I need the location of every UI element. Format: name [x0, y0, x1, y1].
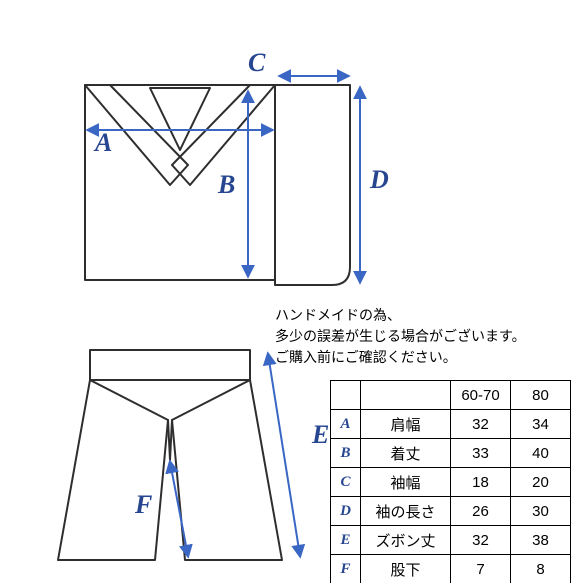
table-header: 80: [511, 381, 571, 410]
dim-label-b: B: [218, 170, 235, 200]
handmade-note: ハンドメイドの為、 多少の誤差が生じる場合がございます。 ご購入前にご確認くださ…: [275, 305, 526, 368]
dim-label-c: C: [248, 48, 265, 78]
note-line-3: ご購入前にご確認ください。: [275, 349, 457, 365]
table-header: [331, 381, 361, 410]
table-row: A肩幅3234: [331, 410, 571, 439]
dim-label-a: A: [95, 128, 112, 158]
dim-label-d: D: [370, 165, 389, 195]
note-line-1: ハンドメイドの為、: [275, 307, 401, 323]
table-row: C袖幅1820: [331, 468, 571, 497]
size-table: 60-7080A肩幅3234B着丈3340C袖幅1820D袖の長さ2630Eズボ…: [330, 380, 571, 583]
note-line-2: 多少の誤差が生じる場合がございます。: [275, 328, 526, 344]
dim-label-e: E: [312, 420, 329, 450]
table-row: F股下78: [331, 555, 571, 583]
table-header: 60-70: [451, 381, 511, 410]
table-header: [361, 381, 451, 410]
table-row: B着丈3340: [331, 439, 571, 468]
dim-label-f: F: [135, 490, 152, 520]
table-row: D袖の長さ2630: [331, 497, 571, 526]
table-row: Eズボン丈3238: [331, 526, 571, 555]
